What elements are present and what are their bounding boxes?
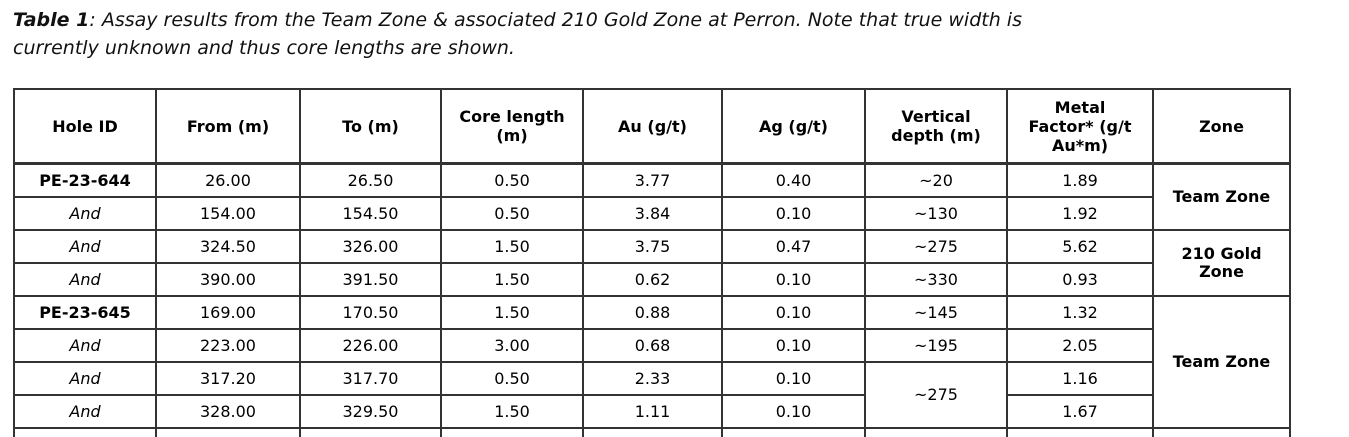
table-caption-label: Table 1 — [13, 9, 90, 31]
cell-hole-id: And — [13, 361, 157, 396]
assay-results-table: Hole ID From (m) To (m) Core length (m) … — [13, 88, 1291, 437]
cell-core-length: 3.00 — [440, 328, 584, 363]
table-row: And 328.00 329.50 1.50 1.11 0.10 1.67 — [13, 394, 1290, 429]
cell-metal-factor: 2.05 — [1006, 328, 1154, 363]
cell-ag: 0.47 — [721, 229, 866, 264]
cell-to: 170.50 — [299, 295, 442, 330]
table-row: PE-23-644 26.00 26.50 0.50 3.77 0.40 ~20… — [13, 162, 1291, 231]
cell-au: 3.84 — [582, 196, 723, 231]
table-row: And 317.20 317.70 0.50 2.33 0.10 ~275 1.… — [13, 361, 1290, 429]
col-header-vertical-depth: Vertical depth (m) — [864, 88, 1008, 165]
cell-zone-210-gold-zone: 210 Gold Zone — [1152, 229, 1291, 297]
cell-ag: 0.10 — [721, 196, 866, 231]
cell-to: 26.50 — [299, 162, 442, 198]
cell-to: 226.00 — [299, 328, 442, 363]
cell-hole-id: And — [13, 262, 157, 297]
cell-core-length: 0.50 — [440, 196, 584, 231]
table-row: And 223.00 226.00 3.00 0.68 0.10 ~195 2.… — [13, 328, 1290, 363]
table-row: And 390.00 391.50 1.50 0.62 0.10 ~330 0.… — [13, 262, 1290, 297]
cell-core-length: 0.50 — [440, 162, 584, 198]
cell-vertical-depth: ~130 — [864, 196, 1008, 231]
cell-core-length: 1.50 — [440, 295, 584, 330]
cell-zone-team-zone-1: Team Zone — [1152, 162, 1291, 231]
col-header-metal-factor: Metal Factor* (g/t Au*m) — [1006, 88, 1154, 165]
cell-au: 0.62 — [582, 262, 723, 297]
cell-to: 326.00 — [299, 229, 442, 264]
cell-au: 3.77 — [582, 162, 723, 198]
cell-core-length: 1.50 — [440, 262, 584, 297]
cell-from: 154.00 — [155, 196, 301, 231]
table-caption-text: : Assay results from the Team Zone & ass… — [13, 9, 1022, 59]
col-header-from: From (m) — [155, 88, 301, 165]
cell-hole-id: And — [13, 229, 157, 264]
cell-ag: 0.10 — [721, 295, 866, 330]
cell-ag: 0.10 — [721, 394, 866, 429]
cell-to: 317.70 — [299, 361, 442, 396]
cell-metal-factor: 1.32 — [1006, 295, 1154, 330]
cell-from: 223.00 — [155, 328, 301, 363]
cell-ag: 0.40 — [721, 162, 866, 198]
col-header-hole-id: Hole ID — [13, 88, 157, 165]
cell-hole-id: And — [13, 196, 157, 231]
table-row: PE-23-645 169.00 170.50 1.50 0.88 0.10 ~… — [13, 295, 1291, 429]
cell-au: 0.88 — [582, 295, 723, 330]
cell-from: 328.00 — [155, 394, 301, 429]
cell-from: 26.00 — [155, 162, 301, 198]
table-row-cropped — [13, 427, 1291, 437]
table-row: And 324.50 326.00 1.50 3.75 0.47 ~275 5.… — [13, 229, 1291, 297]
col-header-zone: Zone — [1152, 88, 1291, 165]
cell-metal-factor: 1.92 — [1006, 196, 1154, 231]
cell-hole-id: And — [13, 328, 157, 363]
cell-ag: 0.10 — [721, 262, 866, 297]
cell-to: 391.50 — [299, 262, 442, 297]
cell-metal-factor: 5.62 — [1006, 229, 1154, 264]
cell-vertical-depth: ~145 — [864, 295, 1008, 330]
cell-vertical-depth-merged: ~275 — [864, 361, 1008, 429]
col-header-au: Au (g/t) — [582, 88, 723, 165]
cell-to: 329.50 — [299, 394, 442, 429]
cell-ag: 0.10 — [721, 328, 866, 363]
cell-from: 169.00 — [155, 295, 301, 330]
cell-metal-factor: 0.93 — [1006, 262, 1154, 297]
cell-from: 324.50 — [155, 229, 301, 264]
cell-core-length: 1.50 — [440, 229, 584, 264]
cell-metal-factor: 1.67 — [1006, 394, 1154, 429]
cell-metal-factor: 1.89 — [1006, 162, 1154, 198]
cell-core-length: 0.50 — [440, 361, 584, 396]
cell-metal-factor: 1.16 — [1006, 361, 1154, 396]
cell-au: 1.11 — [582, 394, 723, 429]
table-row: And 154.00 154.50 0.50 3.84 0.10 ~130 1.… — [13, 196, 1290, 231]
col-header-ag: Ag (g/t) — [721, 88, 866, 165]
cell-hole-id: PE-23-645 — [13, 295, 157, 330]
cell-from: 317.20 — [155, 361, 301, 396]
cell-ag: 0.10 — [721, 361, 866, 396]
cell-core-length: 1.50 — [440, 394, 584, 429]
cell-vertical-depth: ~275 — [864, 229, 1008, 264]
cell-au: 0.68 — [582, 328, 723, 363]
table-header-row: Hole ID From (m) To (m) Core length (m) … — [13, 88, 1291, 165]
cell-from: 390.00 — [155, 262, 301, 297]
cell-vertical-depth: ~330 — [864, 262, 1008, 297]
cell-to: 154.50 — [299, 196, 442, 231]
cell-au: 2.33 — [582, 361, 723, 396]
col-header-to: To (m) — [299, 88, 442, 165]
cell-hole-id: And — [13, 394, 157, 429]
cell-vertical-depth: ~20 — [864, 162, 1008, 198]
cell-hole-id: PE-23-644 — [13, 162, 157, 198]
col-header-core-length: Core length (m) — [440, 88, 584, 165]
cell-zone-team-zone-2: Team Zone — [1152, 295, 1291, 429]
table-caption: Table 1: Assay results from the Team Zon… — [13, 6, 1333, 62]
cell-au: 3.75 — [582, 229, 723, 264]
cell-vertical-depth: ~195 — [864, 328, 1008, 363]
